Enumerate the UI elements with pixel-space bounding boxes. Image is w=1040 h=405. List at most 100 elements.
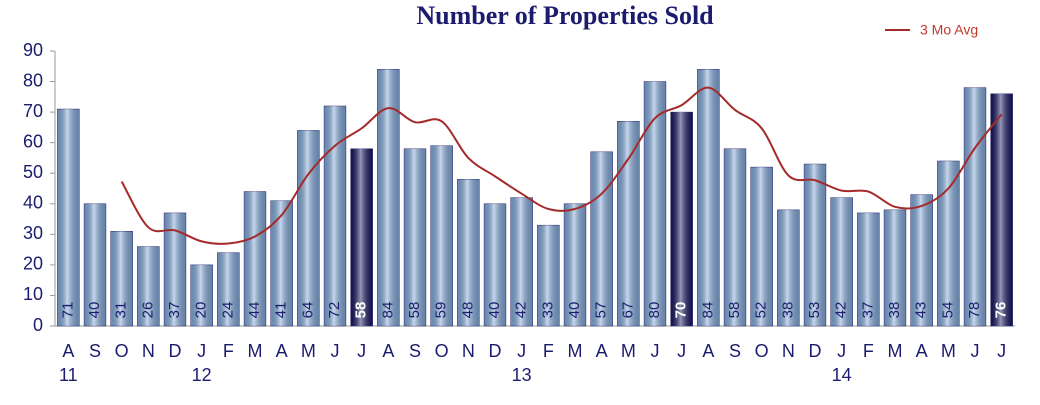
x-tick-label: N <box>462 341 475 361</box>
x-tick-label: M <box>248 341 263 361</box>
data-label: 40 <box>86 302 103 319</box>
data-label: 84 <box>699 302 716 319</box>
y-tick-label: 30 <box>23 223 43 243</box>
bar-shine <box>590 151 613 326</box>
x-tick-label: F <box>863 341 874 361</box>
x-tick-label: J <box>837 341 846 361</box>
chart-title: Number of Properties Sold <box>416 1 714 30</box>
y-tick-label: 50 <box>23 162 43 182</box>
data-label: 80 <box>646 302 663 319</box>
x-tick-label: N <box>142 341 155 361</box>
bar-shine <box>430 145 453 326</box>
bar-shine <box>244 191 266 326</box>
x-tick-label: O <box>755 341 769 361</box>
x-tick-label: S <box>729 341 741 361</box>
x-tick-label: J <box>517 341 526 361</box>
x-tick-label: J <box>677 341 686 361</box>
year-label: 14 <box>832 365 852 385</box>
bar-shine <box>804 164 826 326</box>
bar-shine <box>457 179 480 326</box>
bar-shine <box>857 212 880 326</box>
data-label: 42 <box>513 302 530 319</box>
year-label: 11 <box>59 365 78 385</box>
bar-shine <box>644 81 666 326</box>
data-label: 84 <box>379 302 396 319</box>
bar-shine <box>297 130 320 326</box>
data-label: 37 <box>859 302 876 319</box>
y-tick-label: 80 <box>23 70 43 90</box>
data-label: 57 <box>593 302 610 319</box>
x-tick-label: A <box>382 341 394 361</box>
bar-shine <box>84 203 106 326</box>
bar-shine <box>777 209 800 326</box>
data-label: 58 <box>353 302 370 319</box>
x-tick-label: F <box>223 341 234 361</box>
bar-shine <box>990 93 1013 327</box>
x-tick-label: O <box>115 341 129 361</box>
y-tick-label: 10 <box>23 284 43 304</box>
bar-shine <box>270 200 293 326</box>
data-label: 52 <box>753 302 770 319</box>
bar-shine <box>670 112 693 326</box>
x-tick-label: N <box>782 341 795 361</box>
y-tick-label: 90 <box>23 40 43 60</box>
x-tick-label: M <box>568 341 583 361</box>
bar-shine <box>910 194 933 326</box>
data-label: 78 <box>966 302 983 319</box>
data-label: 43 <box>913 302 930 319</box>
x-tick-label: J <box>971 341 980 361</box>
data-label: 67 <box>619 302 636 319</box>
data-label: 42 <box>833 302 850 319</box>
bar-shine <box>617 121 640 327</box>
avg-line <box>120 86 1003 245</box>
x-tick-label: J <box>651 341 660 361</box>
x-tick-label: A <box>916 341 928 361</box>
bar-shine <box>830 197 853 326</box>
data-label: 24 <box>219 302 236 319</box>
data-label: 71 <box>59 302 76 319</box>
bar-shine <box>937 161 960 326</box>
x-tick-label: J <box>331 341 340 361</box>
data-label: 58 <box>726 302 743 319</box>
bar-shine <box>697 69 720 326</box>
year-label: 13 <box>512 365 532 385</box>
x-tick-label: D <box>169 341 182 361</box>
bar-shine <box>324 106 346 326</box>
data-label: 20 <box>193 302 210 319</box>
bar-shine <box>510 197 533 326</box>
data-label: 38 <box>886 302 903 319</box>
bar-shine <box>750 167 773 326</box>
y-tick-label: 0 <box>33 315 43 335</box>
y-tick-label: 60 <box>23 131 43 151</box>
bar-shine <box>484 203 506 326</box>
bar-shine <box>57 109 80 326</box>
data-label: 70 <box>673 302 690 319</box>
x-tick-label: O <box>435 341 449 361</box>
data-label: 48 <box>459 302 476 319</box>
x-tick-label: M <box>621 341 636 361</box>
bar-shine <box>537 225 560 326</box>
bar-shine <box>564 203 586 326</box>
x-tick-label: A <box>276 341 288 361</box>
x-tick-label: A <box>702 341 714 361</box>
x-tick-label: M <box>888 341 903 361</box>
data-label: 64 <box>299 302 316 319</box>
x-tick-label: S <box>89 341 101 361</box>
data-label: 26 <box>139 302 156 319</box>
x-tick-label: A <box>596 341 608 361</box>
bar-shine <box>217 252 240 326</box>
bar-shine <box>884 209 906 326</box>
x-tick-label: M <box>301 341 316 361</box>
data-label: 53 <box>806 302 823 319</box>
data-label: 38 <box>779 302 796 319</box>
bar-shine <box>137 246 160 326</box>
data-label: 31 <box>113 302 130 319</box>
data-label: 37 <box>166 302 183 319</box>
bar-shine <box>404 148 426 326</box>
bar-shine <box>350 148 373 326</box>
data-label: 40 <box>566 302 583 319</box>
x-tick-label: S <box>409 341 421 361</box>
y-tick-label: 70 <box>23 101 43 121</box>
data-label: 44 <box>246 302 263 319</box>
